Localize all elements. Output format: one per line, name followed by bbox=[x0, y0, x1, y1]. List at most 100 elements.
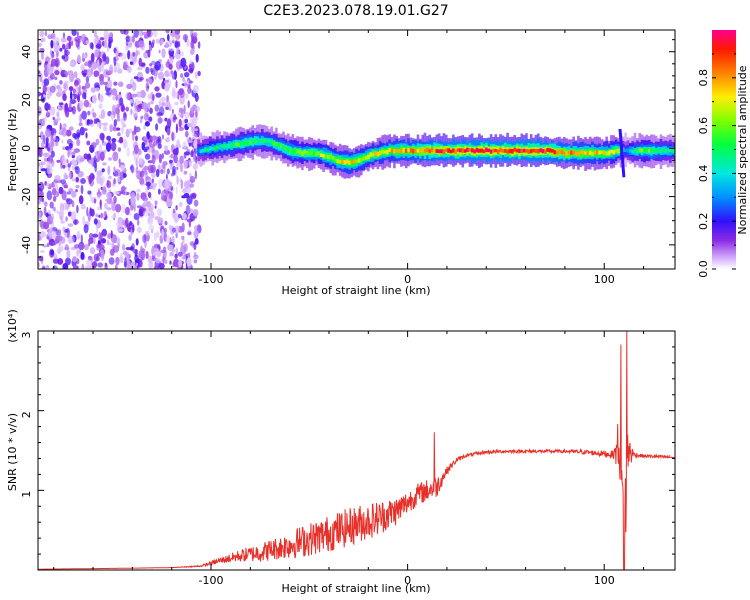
noise-speck bbox=[133, 213, 140, 221]
noise-speck bbox=[57, 104, 61, 110]
signal-cell bbox=[513, 147, 516, 152]
noise-speck bbox=[95, 151, 98, 159]
signal-cell bbox=[386, 150, 389, 155]
signal-cell bbox=[348, 160, 351, 165]
snr-y-axis-label: SNR (10 * v/v) bbox=[6, 413, 19, 491]
noise-speck bbox=[193, 131, 199, 138]
noise-speck bbox=[56, 159, 61, 163]
noise-speck bbox=[76, 139, 81, 147]
noise-speck bbox=[83, 40, 86, 45]
noise-speck bbox=[173, 213, 180, 223]
noise-speck bbox=[86, 140, 91, 146]
noise-speck bbox=[74, 166, 79, 170]
noise-speck bbox=[102, 53, 107, 62]
noise-speck bbox=[101, 238, 107, 244]
noise-speck bbox=[107, 76, 111, 81]
noise-speck bbox=[193, 199, 199, 207]
noise-speck bbox=[91, 61, 94, 72]
noise-speck bbox=[132, 131, 135, 142]
signal-cell bbox=[315, 151, 318, 157]
noise-speck bbox=[70, 40, 74, 46]
noise-speck bbox=[69, 71, 73, 78]
signal-cell bbox=[621, 147, 625, 152]
signal-cell bbox=[501, 149, 505, 153]
noise-speck bbox=[113, 235, 118, 243]
noise-speck bbox=[187, 122, 193, 127]
noise-speck bbox=[187, 86, 192, 95]
noise-speck bbox=[130, 164, 134, 174]
signal-cell bbox=[289, 149, 292, 154]
colorbar-tick-label: 0.8 bbox=[697, 69, 710, 87]
signal-cell bbox=[301, 151, 304, 156]
noise-speck bbox=[115, 94, 119, 101]
x-tick-label: -100 bbox=[199, 574, 224, 587]
noise-speck bbox=[83, 224, 89, 234]
noise-speck bbox=[194, 170, 197, 180]
noise-speck bbox=[155, 38, 160, 44]
noise-speck bbox=[75, 189, 78, 193]
signal-cell bbox=[249, 140, 252, 145]
noise-speck bbox=[181, 235, 185, 240]
noise-speck bbox=[163, 179, 170, 190]
noise-speck bbox=[48, 229, 55, 238]
noise-speck bbox=[68, 143, 73, 149]
signal-cell bbox=[459, 148, 462, 153]
noise-speck bbox=[54, 175, 61, 182]
noise-speck bbox=[151, 94, 155, 101]
signal-cell bbox=[539, 148, 542, 153]
noise-speck bbox=[113, 191, 120, 195]
noise-speck bbox=[138, 209, 143, 217]
x-tick-label: 0 bbox=[404, 574, 411, 587]
noise-speck bbox=[93, 70, 100, 77]
signal-cell bbox=[551, 149, 554, 153]
noise-speck bbox=[172, 208, 176, 214]
noise-speck bbox=[111, 215, 116, 219]
noise-speck bbox=[54, 76, 58, 81]
noise-speck bbox=[71, 105, 76, 115]
signal-cell bbox=[638, 148, 641, 153]
noise-speck bbox=[156, 250, 162, 258]
colorbar-tick-label: 0.2 bbox=[697, 212, 710, 230]
noise-speck bbox=[88, 232, 94, 240]
noise-speck bbox=[52, 258, 59, 264]
colorbar-tick-label: 0.0 bbox=[697, 260, 710, 278]
signal-cell bbox=[355, 159, 358, 163]
noise-speck bbox=[182, 34, 188, 41]
noise-speck bbox=[145, 82, 150, 92]
noise-speck bbox=[38, 59, 42, 67]
noise-speck bbox=[90, 208, 95, 217]
noise-speck bbox=[47, 34, 53, 40]
noise-speck bbox=[50, 58, 57, 67]
signal-cell bbox=[409, 148, 413, 153]
noise-speck bbox=[78, 195, 84, 205]
noise-speck bbox=[43, 221, 50, 230]
signal-cell bbox=[437, 149, 441, 154]
signal-cell bbox=[496, 149, 500, 154]
noise-speck bbox=[129, 99, 133, 104]
noise-speck bbox=[156, 111, 163, 117]
noise-speck bbox=[44, 201, 48, 207]
noise-speck bbox=[152, 70, 159, 76]
y-tick-label: 2 bbox=[20, 411, 33, 418]
noise-speck bbox=[41, 140, 45, 149]
noise-speck bbox=[63, 49, 70, 56]
noise-speck bbox=[143, 124, 146, 130]
snr-ticks: -100 0 100 1 2 3 bbox=[20, 330, 675, 587]
noise-speck bbox=[98, 103, 103, 109]
noise-speck bbox=[49, 201, 54, 209]
noise-speck bbox=[149, 141, 153, 148]
noise-speck bbox=[193, 128, 199, 132]
noise-speck bbox=[108, 40, 112, 49]
noise-speck bbox=[108, 157, 113, 161]
noise-speck bbox=[61, 190, 67, 201]
noise-speck bbox=[178, 126, 184, 132]
noise-speck bbox=[172, 148, 178, 156]
noise-speck bbox=[38, 262, 41, 268]
figure-title: C2E3.2023.078.19.01.G27 bbox=[263, 3, 448, 19]
noise-speck bbox=[103, 262, 106, 266]
noise-speck bbox=[88, 159, 93, 164]
noise-speck bbox=[113, 56, 117, 67]
signal-cell bbox=[334, 157, 337, 162]
noise-speck bbox=[150, 100, 154, 105]
signal-cell bbox=[610, 149, 613, 154]
